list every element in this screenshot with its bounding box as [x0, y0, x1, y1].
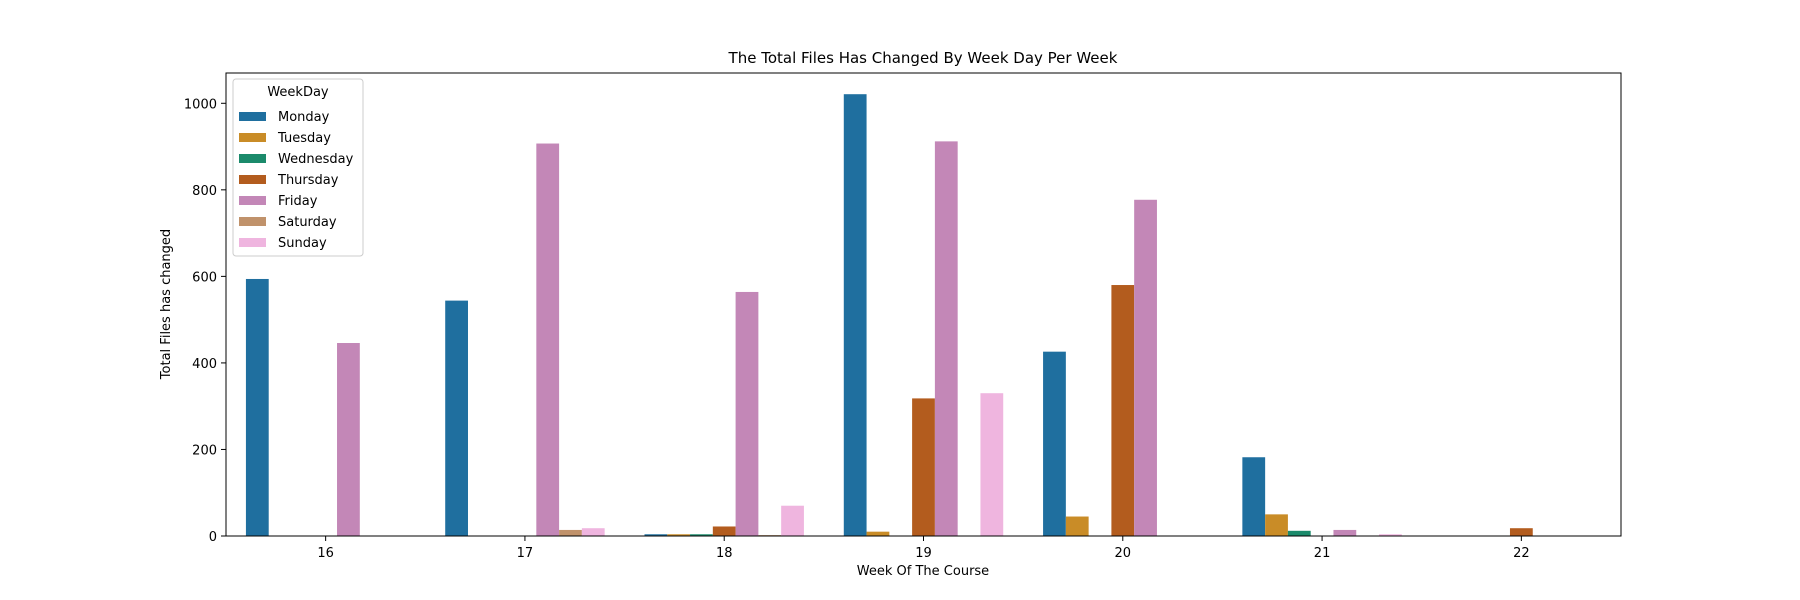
legend-title: WeekDay [267, 85, 329, 100]
x-tick-label: 22 [1513, 546, 1530, 561]
x-tick-label: 18 [716, 546, 733, 561]
x-tick-label: 21 [1314, 546, 1331, 561]
legend-swatch-monday [239, 112, 266, 121]
bar-thursday-week-19 [912, 398, 935, 536]
bar-thursday-week-22 [1509, 528, 1533, 536]
legend-swatch-saturday [239, 217, 266, 226]
bar-sunday-week-19 [980, 393, 1004, 536]
bar-tuesday-week-18 [667, 534, 691, 536]
legend-swatch-friday [239, 196, 266, 205]
bar-wednesday-week-18 [690, 534, 713, 536]
legend-swatch-wednesday [239, 154, 266, 163]
x-axis: 16 17 18 19 20 21 22 [317, 536, 1530, 561]
bar-friday-week-16 [337, 343, 360, 536]
legend-swatch-sunday [239, 238, 266, 247]
x-axis-label: Week Of The Course [857, 564, 989, 579]
x-tick-label: 17 [517, 546, 534, 561]
x-tick-label: 20 [1115, 546, 1132, 561]
bar-wednesday-week-21 [1287, 530, 1311, 536]
y-tick-label: 400 [192, 357, 217, 372]
bar-friday-week-20 [1134, 199, 1157, 536]
bar-monday-week-21 [1242, 457, 1266, 536]
y-tick-label: 1000 [184, 97, 217, 112]
y-tick-label: 600 [192, 270, 217, 285]
bar-tuesday-week-20 [1065, 516, 1089, 536]
y-tick-label: 200 [192, 443, 217, 458]
legend-swatch-tuesday [239, 133, 266, 142]
y-tick-label: 800 [192, 184, 217, 199]
legend-label-monday: Monday [278, 110, 330, 125]
legend-label-tuesday: Tuesday [277, 131, 331, 146]
legend-label-saturday: Saturday [278, 215, 337, 230]
bars-group [245, 94, 1533, 536]
y-axis-label: Total Files has changed [159, 229, 174, 380]
bar-sunday-week-18 [781, 505, 804, 536]
bar-monday-week-16 [245, 278, 269, 536]
bar-monday-week-17 [445, 300, 468, 536]
legend-label-sunday: Sunday [278, 236, 327, 251]
bar-friday-week-21 [1333, 529, 1357, 536]
x-tick-label: 19 [915, 546, 932, 561]
bar-saturday-week-17 [559, 529, 582, 536]
bar-thursday-week-18 [712, 526, 736, 536]
legend-swatch-thursday [239, 175, 266, 184]
bar-friday-week-17 [536, 143, 560, 536]
chart-title: The Total Files Has Changed By Week Day … [728, 49, 1118, 67]
y-tick-label: 0 [209, 530, 217, 545]
bar-sunday-week-17 [581, 528, 605, 536]
bar-sunday-week-21 [1379, 534, 1402, 536]
legend-label-thursday: Thursday [277, 173, 339, 188]
bar-friday-week-18 [735, 291, 759, 536]
legend-box [232, 78, 364, 257]
bar-thursday-week-20 [1111, 285, 1135, 536]
legend: WeekDay Monday Tuesday Wednesday Thursday Fri… [232, 78, 364, 257]
legend-label-friday: Friday [278, 194, 318, 209]
bar-monday-week-20 [1043, 351, 1066, 536]
bar-tuesday-week-19 [866, 531, 890, 536]
legend-label-wednesday: Wednesday [278, 152, 354, 167]
bar-tuesday-week-21 [1265, 514, 1288, 536]
bar-monday-week-18 [644, 534, 668, 536]
bar-monday-week-19 [843, 94, 867, 536]
y-axis: 0 200 400 600 800 1000 [184, 97, 226, 545]
x-tick-label: 16 [317, 546, 334, 561]
bar-friday-week-19 [934, 141, 958, 536]
